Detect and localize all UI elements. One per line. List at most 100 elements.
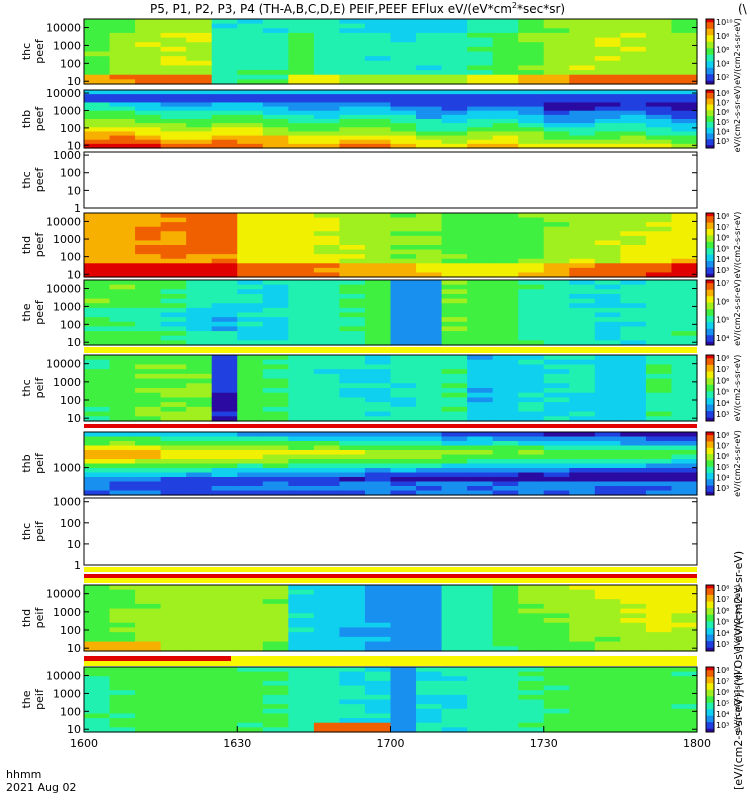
colorbar-segment: [706, 80, 714, 85]
heatmap-cell: [390, 240, 417, 246]
heatmap-cell: [211, 90, 238, 95]
heatmap-cell: [569, 667, 596, 673]
heatmap-cell: [135, 450, 162, 456]
heatmap-cell: [211, 79, 238, 85]
colorbar-segment: [706, 637, 714, 642]
heatmap-cell: [160, 486, 187, 492]
heatmap-cell: [594, 114, 621, 120]
heatmap-cell: [390, 472, 417, 478]
heatmap-cell: [160, 272, 187, 278]
heatmap-cell: [339, 312, 366, 318]
heatmap-cell: [313, 65, 341, 71]
heatmap-cell: [543, 699, 570, 705]
heatmap-cell: [84, 280, 111, 286]
heatmap-cell: [237, 258, 264, 264]
heatmap-cell: [109, 436, 136, 442]
heatmap-cell: [594, 289, 621, 295]
heatmap-cell: [492, 667, 519, 673]
colorbar-segment: [706, 319, 714, 323]
colorbar-segment: [706, 463, 714, 468]
heatmap-cell: [492, 406, 519, 413]
colorbar-segment: [706, 460, 714, 464]
heatmap-cell: [543, 690, 570, 696]
heatmap-cell: [186, 416, 213, 422]
heatmap-cell: [441, 217, 468, 223]
heatmap-cell: [671, 373, 698, 380]
heatmap-cell: [262, 603, 289, 610]
heatmap-cell: [313, 23, 341, 29]
panel-quantity-label: peif: [33, 688, 46, 710]
heatmap-cell: [186, 217, 213, 223]
heatmap-cell: [416, 263, 443, 269]
heatmap-cell: [671, 622, 698, 629]
heatmap-cell: [262, 226, 289, 232]
heatmap-cell: [492, 51, 519, 57]
heatmap-cell: [467, 636, 494, 643]
heatmap-cell: [645, 70, 673, 76]
heatmap-cell: [671, 727, 698, 733]
heatmap-cell: [492, 680, 519, 687]
heatmap-cell: [569, 65, 596, 71]
heatmap-cell: [262, 722, 289, 728]
heatmap-cell: [543, 60, 570, 67]
heatmap-cell: [416, 589, 443, 596]
heatmap-cell: [186, 355, 213, 361]
heatmap-cell: [467, 231, 494, 237]
heatmap-cell: [135, 627, 162, 633]
heatmap-cell: [467, 603, 494, 610]
heatmap-cell: [620, 613, 647, 619]
heatmap-cell: [594, 32, 621, 39]
heatmap-cell: [288, 713, 315, 719]
heatmap-cell: [262, 231, 289, 237]
heatmap-cell: [237, 284, 264, 290]
heatmap-cell: [313, 690, 341, 696]
heatmap-cell: [543, 667, 570, 673]
heatmap-cell: [492, 676, 519, 682]
heatmap-cell: [135, 245, 162, 251]
heatmap-cell: [364, 450, 392, 456]
heatmap-cell: [262, 326, 289, 332]
y-tick-label: 10: [67, 139, 81, 152]
heatmap-cell: [186, 676, 213, 682]
heatmap-cell: [671, 307, 698, 314]
heatmap-cell: [620, 37, 647, 43]
heatmap-cell: [211, 632, 238, 638]
heatmap-cell: [84, 110, 111, 116]
heatmap-cell: [390, 436, 417, 442]
heatmap-cell: [288, 472, 315, 478]
heatmap-cell: [288, 284, 315, 290]
heatmap-cell: [390, 37, 417, 43]
heatmap-cell: [620, 127, 647, 133]
heatmap-cell: [84, 123, 111, 128]
heatmap-cell: [135, 28, 162, 34]
colorbar-frame: [705, 89, 715, 149]
heatmap-cell: [313, 699, 341, 705]
colorbar-segment: [706, 232, 714, 236]
heatmap-cell: [594, 23, 621, 29]
panel-frame: [83, 279, 698, 346]
heatmap-cell: [594, 713, 621, 719]
heatmap-cell: [518, 289, 545, 295]
heatmap-cell: [416, 131, 443, 137]
heatmap-cell: [518, 411, 545, 417]
heatmap-cell: [313, 293, 341, 300]
heatmap-cell: [237, 263, 264, 269]
heatmap-cell: [135, 397, 162, 403]
heatmap-cell: [569, 226, 596, 232]
heatmap-cell: [569, 355, 596, 361]
heatmap-cell: [518, 468, 545, 474]
heatmap-cell: [594, 373, 621, 380]
heatmap-cell: [160, 383, 187, 389]
heatmap-cell: [313, 608, 341, 614]
y-tick-label: 1000: [53, 105, 81, 118]
heatmap-cell: [262, 249, 289, 255]
panel-probe-label: thc: [20, 379, 33, 396]
heatmap-cell: [518, 110, 545, 116]
heatmap-cell: [492, 641, 519, 647]
heatmap-cell: [620, 397, 647, 403]
heatmap-cell: [364, 445, 392, 451]
heatmap-cell: [441, 411, 468, 417]
heatmap-cell: [467, 416, 494, 422]
heatmap-cell: [211, 383, 238, 389]
heatmap-cell: [262, 143, 289, 149]
